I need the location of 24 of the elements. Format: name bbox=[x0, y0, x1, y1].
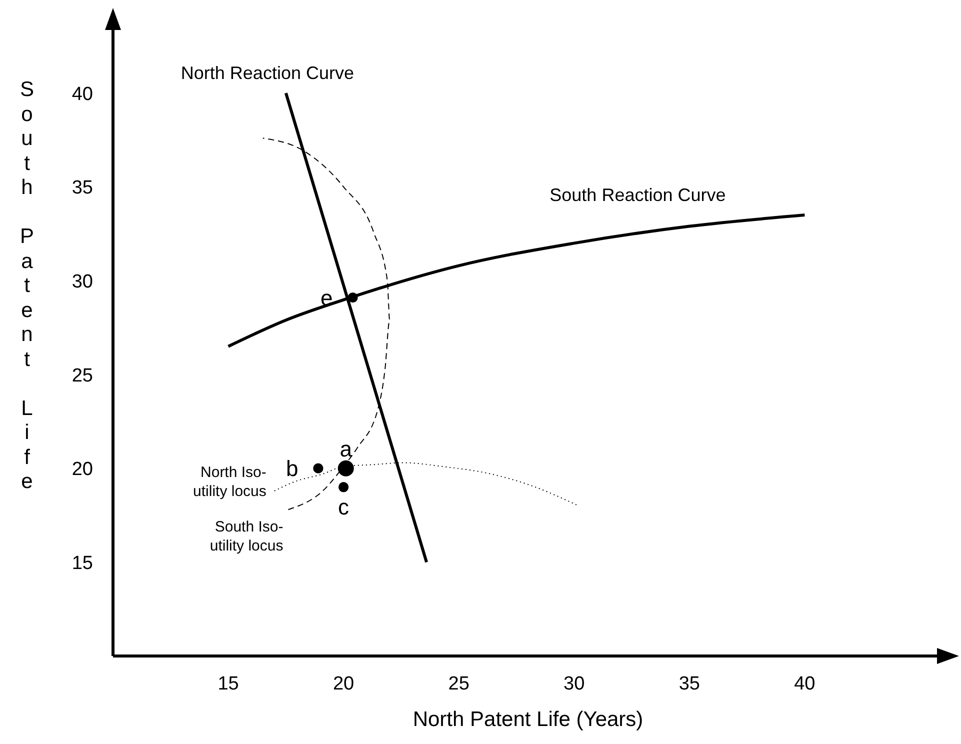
series-label: South Reaction Curve bbox=[550, 185, 726, 206]
x-tick-label: 30 bbox=[564, 673, 585, 694]
y-tick-label: 30 bbox=[72, 271, 93, 292]
y-tick-label: 20 bbox=[72, 459, 93, 480]
x-tick-label: 25 bbox=[448, 673, 470, 694]
y-tick-label: 15 bbox=[72, 552, 93, 574]
y-tick-label: 25 bbox=[72, 365, 93, 386]
x-tick-label: 15 bbox=[218, 673, 239, 694]
annotation: a bbox=[340, 436, 353, 462]
text: South Patent Life bbox=[20, 78, 34, 493]
x-tick-label: 20 bbox=[332, 673, 354, 694]
point bbox=[338, 482, 349, 492]
annotation: b bbox=[286, 456, 298, 482]
series-label: North Iso-utility locus bbox=[193, 464, 266, 500]
series-label: South Iso-utility locus bbox=[210, 518, 284, 555]
y-tick-label: 35 bbox=[72, 178, 93, 199]
y-tick-label: 40 bbox=[72, 84, 93, 105]
series-label: North Reaction Curve bbox=[180, 63, 354, 84]
x-tick-label: 35 bbox=[678, 673, 700, 694]
point bbox=[348, 292, 358, 303]
point bbox=[313, 463, 324, 474]
annotation: c bbox=[338, 494, 350, 520]
x-tick-label: 40 bbox=[794, 673, 816, 694]
x-axis-title: North Patent Life (Years) bbox=[412, 708, 644, 731]
